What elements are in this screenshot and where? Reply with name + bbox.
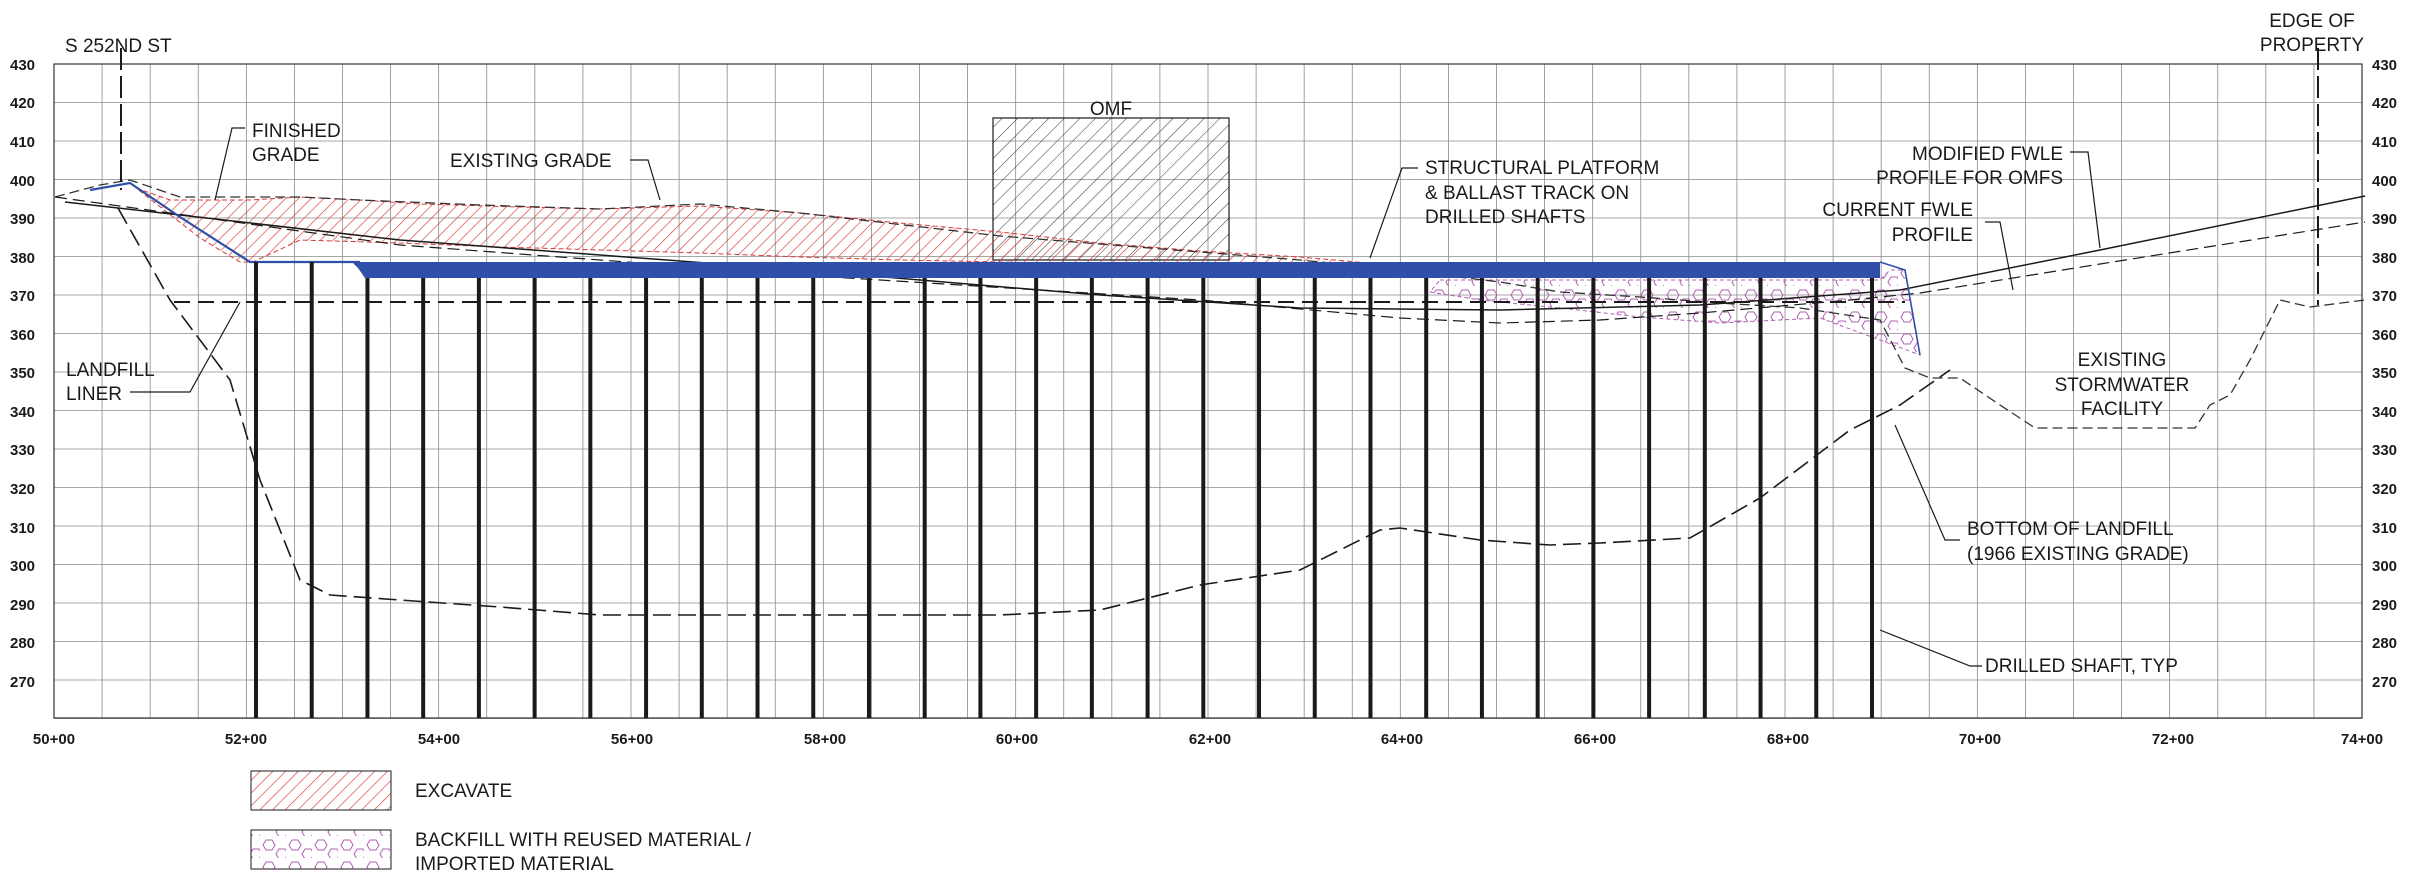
- label-structural-platform: & BALLAST TRACK ON: [1425, 183, 1629, 204]
- elev-tick: 310: [10, 520, 35, 537]
- existing-grade-line: [54, 179, 2366, 429]
- elev-tick: 320: [2372, 481, 2397, 498]
- elev-tick: 300: [10, 558, 35, 575]
- elev-tick: 370: [2372, 288, 2397, 305]
- station-tick: 74+00: [2341, 731, 2383, 748]
- current-fwle-line: [54, 196, 2366, 324]
- label-finished-grade: GRADE: [252, 145, 320, 166]
- elev-tick: 280: [10, 635, 35, 652]
- elev-tick: 360: [10, 327, 35, 344]
- station-tick: 60+00: [996, 731, 1038, 748]
- label-bottom-landfill: BOTTOM OF LANDFILL: [1967, 519, 2174, 540]
- leader-modified-fwle: [2070, 151, 2101, 249]
- label-edge-of-property: EDGE OF: [2269, 11, 2355, 32]
- label-street: S 252ND ST: [65, 36, 172, 57]
- elev-tick: 330: [10, 442, 35, 459]
- elev-tick: 400: [2372, 173, 2397, 190]
- station-tick: 54+00: [418, 731, 460, 748]
- legend: EXCAVATE BACKFILL WITH REUSED MATERIAL /…: [250, 770, 752, 874]
- station-tick: 52+00: [225, 731, 267, 748]
- leader-platform: [1369, 167, 1418, 259]
- label-finished-grade: FINISHED: [252, 121, 341, 142]
- label-omf: OMF: [1090, 99, 1132, 120]
- leader-existing-grade: [630, 159, 661, 201]
- elev-tick: 330: [2372, 442, 2397, 459]
- elevation-axis-right: 430 420 410 400 390 380 370 360 350 340 …: [2372, 57, 2397, 691]
- elev-tick: 270: [2372, 674, 2397, 691]
- leader-lines: [130, 127, 2101, 667]
- elev-tick: 350: [2372, 365, 2397, 382]
- elev-tick: 410: [2372, 134, 2397, 151]
- leader-finished-grade: [214, 127, 245, 201]
- leader-landfill-liner: [130, 301, 241, 393]
- elev-tick: 380: [2372, 250, 2397, 267]
- label-drilled-shaft: DRILLED SHAFT, TYP: [1985, 656, 2178, 677]
- elev-tick: 320: [10, 481, 35, 498]
- legend-swatch-backfill: [250, 829, 392, 870]
- elev-tick: 390: [2372, 211, 2397, 228]
- station-axis: 50+00 52+00 54+00 56+00 58+00 60+00 62+0…: [33, 731, 2383, 748]
- station-tick: 62+00: [1189, 731, 1231, 748]
- station-tick: 66+00: [1574, 731, 1616, 748]
- station-tick: 68+00: [1767, 731, 1809, 748]
- label-stormwater: FACILITY: [2081, 399, 2164, 420]
- platform-edge-line: [1879, 261, 1921, 356]
- elev-tick: 370: [10, 288, 35, 305]
- structural-platform: [352, 262, 1880, 278]
- finished-grade-line: [89, 181, 360, 264]
- excavate-zone: [135, 187, 1456, 271]
- elevation-axis-left: 430 420 410 400 390 380 370 360 350 340 …: [10, 57, 35, 691]
- elev-tick: 420: [10, 95, 35, 112]
- label-stormwater: STORMWATER: [2055, 375, 2190, 396]
- leader-bottom-landfill: [1894, 424, 1960, 541]
- station-tick: 58+00: [804, 731, 846, 748]
- elev-tick: 350: [10, 365, 35, 382]
- grid: [53, 63, 2363, 719]
- elev-tick: 380: [10, 250, 35, 267]
- label-structural-platform: DRILLED SHAFTS: [1425, 207, 1585, 228]
- legend-label-backfill: BACKFILL WITH REUSED MATERIAL /: [415, 830, 752, 851]
- elev-tick: 420: [2372, 95, 2397, 112]
- bottom-landfill-line: [117, 207, 1951, 616]
- label-current-fwle: CURRENT FWLE: [1822, 200, 1973, 221]
- legend-label-backfill: IMPORTED MATERIAL: [415, 854, 614, 874]
- elev-tick: 270: [10, 674, 35, 691]
- label-landfill-liner: LANDFILL: [66, 360, 155, 381]
- elev-tick: 390: [10, 211, 35, 228]
- elev-tick: 340: [10, 404, 35, 421]
- elev-tick: 300: [2372, 558, 2397, 575]
- station-tick: 56+00: [611, 731, 653, 748]
- label-landfill-liner: LINER: [66, 384, 122, 405]
- label-bottom-landfill: (1966 EXISTING GRADE): [1967, 544, 2189, 565]
- station-tick: 50+00: [33, 731, 75, 748]
- elev-tick: 280: [2372, 635, 2397, 652]
- elev-tick: 290: [10, 597, 35, 614]
- leader-drilled-shaft: [1879, 629, 1982, 667]
- label-stormwater: EXISTING: [2078, 350, 2167, 371]
- elev-tick: 360: [2372, 327, 2397, 344]
- label-modified-fwle: PROFILE FOR OMFS: [1876, 168, 2063, 189]
- legend-label-excavate: EXCAVATE: [415, 781, 512, 802]
- elev-tick: 410: [10, 134, 35, 151]
- legend-swatch-excavate: [250, 770, 392, 811]
- elev-tick: 400: [10, 173, 35, 190]
- elev-tick: 340: [2372, 404, 2397, 421]
- elev-tick: 290: [2372, 597, 2397, 614]
- label-structural-platform: STRUCTURAL PLATFORM: [1425, 158, 1659, 179]
- station-tick: 72+00: [2152, 731, 2194, 748]
- drilled-shafts: [254, 262, 1874, 718]
- label-existing-grade: EXISTING GRADE: [450, 151, 612, 172]
- elev-tick: 310: [2372, 520, 2397, 537]
- label-modified-fwle: MODIFIED FWLE: [1912, 144, 2063, 165]
- elev-tick: 430: [10, 57, 35, 74]
- modified-fwle-line: [64, 195, 2366, 311]
- label-edge-of-property: PROPERTY: [2260, 35, 2365, 56]
- grid-frame: [53, 63, 2363, 719]
- leader-current-fwle: [1985, 221, 2014, 291]
- station-tick: 64+00: [1381, 731, 1423, 748]
- station-tick: 70+00: [1959, 731, 2001, 748]
- label-current-fwle: PROFILE: [1892, 225, 1973, 246]
- elev-tick: 430: [2372, 57, 2397, 74]
